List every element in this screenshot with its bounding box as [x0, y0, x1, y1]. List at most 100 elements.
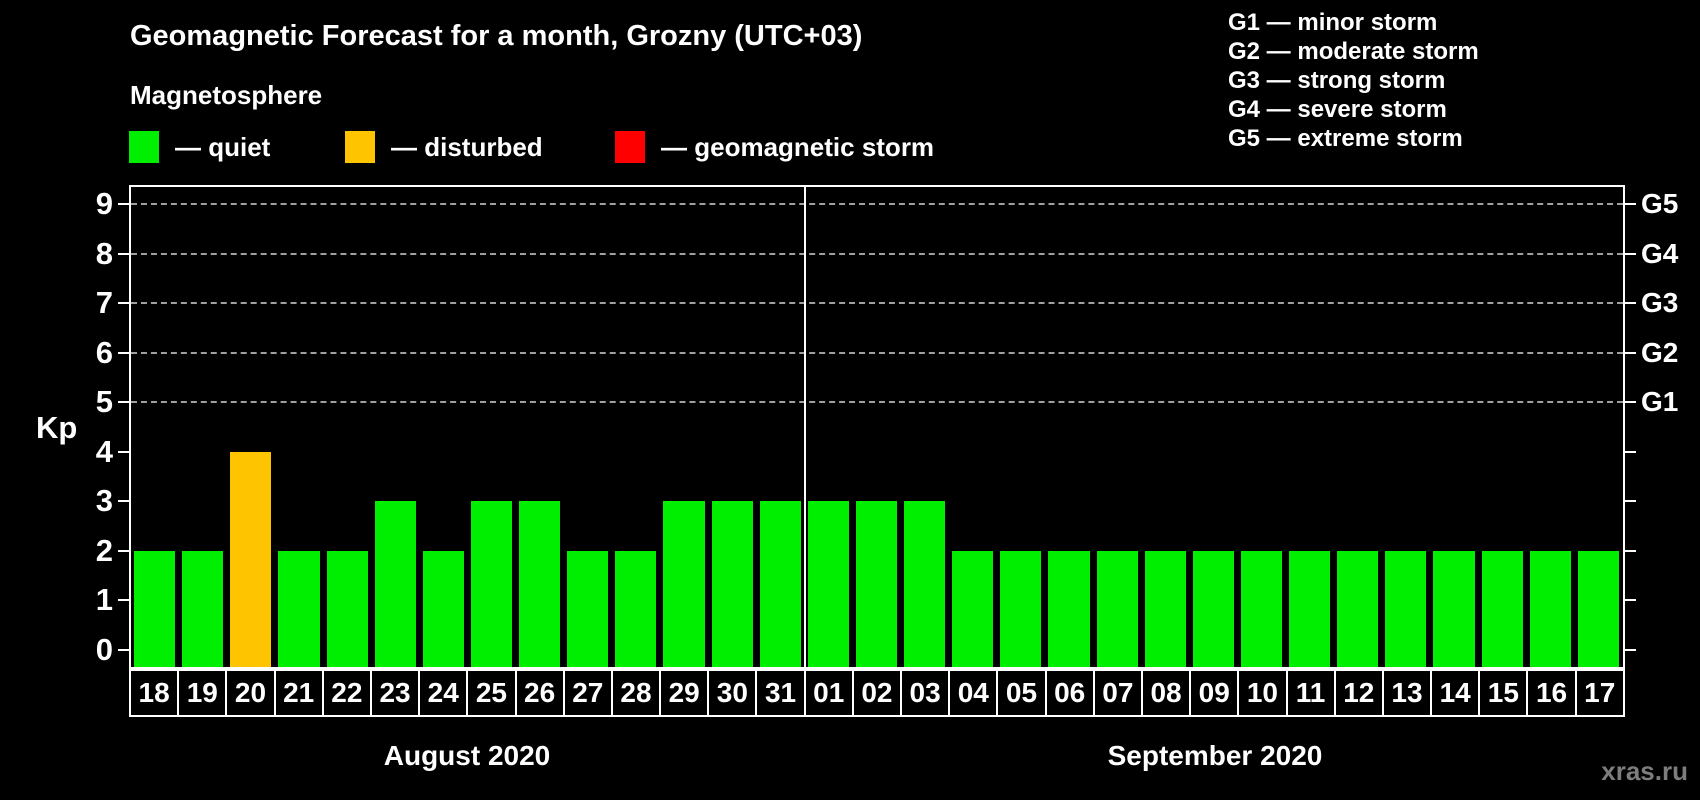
y-tick-label: 4 — [95, 433, 113, 469]
storm-scale-line: G2 — moderate storm — [1228, 38, 1479, 65]
y-tick-label: 2 — [95, 532, 113, 568]
y-tick-label: 6 — [95, 334, 113, 370]
date-cell-01: 01 — [803, 669, 854, 717]
storm-scale-line: G4 — severe storm — [1228, 96, 1447, 123]
storm-swatch-icon — [615, 131, 645, 163]
kp-bar-28 — [615, 550, 657, 667]
kp-bar-31 — [759, 501, 801, 667]
y-tick-right — [1625, 450, 1636, 453]
quiet-swatch-icon — [129, 131, 159, 163]
kp-bar-11 — [1289, 550, 1331, 667]
date-cell-18: 18 — [129, 669, 180, 717]
gridline-kp8 — [131, 252, 1623, 255]
date-cell-19: 19 — [177, 669, 228, 717]
date-cell-12: 12 — [1333, 669, 1384, 717]
y-tick-label: 9 — [95, 186, 113, 222]
y-tick-left — [118, 549, 129, 552]
date-cell-31: 31 — [755, 669, 806, 717]
date-cell-11: 11 — [1285, 669, 1336, 717]
y-tick-left — [118, 252, 129, 255]
date-cell-10: 10 — [1237, 669, 1288, 717]
storm-scale-line: G5 — extreme storm — [1228, 125, 1463, 152]
g-level-label: G5 — [1641, 188, 1679, 220]
y-tick-left — [118, 351, 129, 354]
month-label-september: September 2020 — [1107, 740, 1323, 771]
g-level-label: G2 — [1641, 336, 1679, 368]
kp-bar-01 — [807, 501, 849, 667]
y-tick-left — [118, 450, 129, 453]
date-cell-13: 13 — [1381, 669, 1433, 717]
date-cell-27: 27 — [562, 669, 613, 717]
legend-label-storm: — geomagnetic storm — [661, 131, 935, 162]
gridline-kp5 — [131, 401, 1623, 404]
month-label-august: August 2020 — [383, 740, 551, 771]
legend-label-quiet: — quiet — [175, 131, 271, 162]
y-tick-left — [118, 500, 129, 503]
kp-bar-08 — [1144, 550, 1186, 667]
kp-bar-12 — [1337, 550, 1379, 667]
date-cell-04: 04 — [948, 669, 999, 717]
date-cell-24: 24 — [418, 669, 469, 717]
date-cell-17: 17 — [1574, 669, 1625, 717]
date-cell-28: 28 — [610, 669, 662, 717]
kp-bar-25 — [470, 501, 513, 667]
kp-bar-07 — [1096, 550, 1138, 667]
y-tick-right — [1625, 302, 1636, 305]
kp-bar-04 — [952, 550, 994, 667]
y-tick-left — [118, 401, 129, 404]
kp-bar-14 — [1433, 550, 1475, 667]
kp-bar-23 — [374, 501, 416, 667]
y-tick-right — [1625, 203, 1636, 206]
magnetosphere-label: Magnetosphere — [130, 80, 323, 110]
y-tick-label: 7 — [95, 285, 113, 321]
kp-bar-18 — [134, 550, 176, 667]
storm-scale-line: G1 — minor storm — [1228, 9, 1438, 36]
y-tick-right — [1625, 549, 1636, 552]
y-tick-label: 3 — [95, 483, 113, 519]
kp-bar-13 — [1385, 550, 1427, 667]
storm-scale-legend: G1 — minor storm G2 — moderate storm G3 … — [1228, 8, 1479, 153]
date-cell-08: 08 — [1140, 669, 1192, 717]
date-cell-09: 09 — [1189, 669, 1240, 717]
kp-bar-16 — [1529, 550, 1571, 667]
date-cell-07: 07 — [1092, 669, 1143, 717]
kp-bar-26 — [519, 501, 561, 667]
y-tick-label: 0 — [95, 631, 113, 667]
y-axis-label: Kp — [36, 410, 78, 445]
date-cell-20: 20 — [225, 669, 276, 717]
y-tick-label: 1 — [95, 582, 113, 618]
kp-bar-03 — [904, 501, 946, 667]
storm-scale-line: G3 — strong storm — [1228, 67, 1446, 94]
y-tick-label: 5 — [95, 384, 113, 420]
kp-bar-21 — [278, 550, 320, 667]
date-cell-25: 25 — [466, 669, 517, 717]
y-tick-right — [1625, 648, 1636, 651]
y-tick-right — [1625, 252, 1636, 255]
date-cell-30: 30 — [707, 669, 758, 717]
g-level-label: G4 — [1641, 237, 1679, 269]
kp-bar-17 — [1577, 550, 1619, 667]
kp-bar-05 — [1000, 550, 1042, 667]
kp-bar-30 — [711, 501, 753, 667]
status-legend: — quiet — disturbed — geomagnetic storm — [0, 131, 1100, 165]
date-cell-23: 23 — [369, 669, 421, 717]
kp-bar-24 — [422, 550, 464, 667]
kp-bar-09 — [1192, 550, 1234, 667]
kp-bar-22 — [326, 550, 368, 667]
g-level-label: G3 — [1641, 287, 1679, 319]
kp-bar-15 — [1481, 550, 1523, 667]
gridline-kp6 — [131, 351, 1623, 354]
legend-item-quiet: — quiet — [129, 131, 270, 163]
disturbed-swatch-icon — [345, 131, 375, 163]
g-level-label: G1 — [1641, 386, 1679, 418]
y-tick-right — [1625, 599, 1636, 602]
y-tick-label: 8 — [95, 235, 113, 271]
date-cell-14: 14 — [1430, 669, 1481, 717]
date-cell-21: 21 — [273, 669, 324, 717]
date-cell-03: 03 — [900, 669, 951, 717]
y-tick-right — [1625, 351, 1636, 354]
gridline-kp9 — [131, 203, 1623, 206]
kp-bar-10 — [1240, 550, 1283, 667]
date-axis: 18 19 20 21 22 23 24 25 26 27 28 29 30 31 01 02 03 04 05 06… — [129, 669, 1625, 717]
